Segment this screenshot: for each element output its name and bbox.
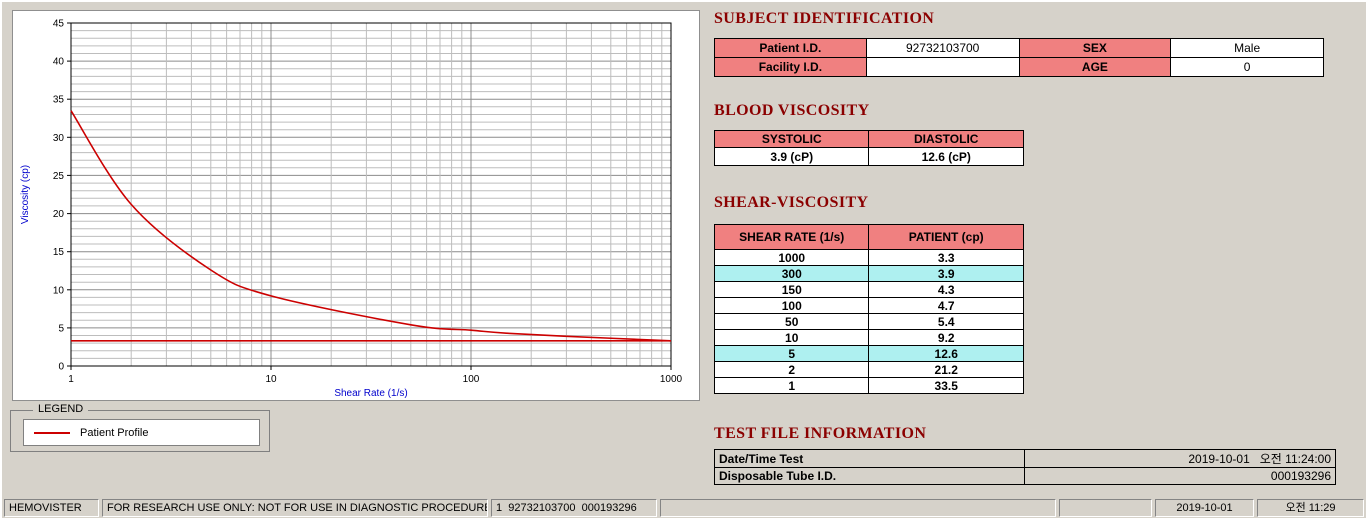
subject-label: AGE [1018,57,1172,77]
svg-text:1000: 1000 [660,374,683,385]
legend-entry-label: Patient Profile [80,426,149,439]
shear-viscosity-title: SHEAR-VISCOSITY [714,194,869,211]
shear-viscosity-row: 5 12.6 [713,345,1024,362]
legend-entry: Patient Profile [23,419,260,446]
shear-rate-cell: 5 [713,345,870,362]
shear-viscosity-chart: 0 5 10 15 20 25 30 35 40 45 1 10 100 1000 Shear Rate (… [20,19,683,400]
svg-text:5: 5 [58,323,64,334]
subject-value [865,57,1020,77]
shear-viscosity-row: 1000 3.3 [713,249,1024,266]
bv-value-systolic: 3.9 (cP) [713,147,870,166]
statusbar-status-time: 오전 11:29 [1257,498,1364,517]
shear-viscosity-row: 1 33.5 [713,377,1024,394]
patient-viscosity-cell: 21.2 [868,361,1024,378]
subject-label: SEX [1018,38,1172,58]
svg-text:25: 25 [53,171,65,182]
sv-header-patient: PATIENT (cp) [868,224,1024,250]
svg-text:15: 15 [53,247,65,258]
bv-value-diastolic: 12.6 (cP) [868,147,1024,166]
test-file-row: Date/Time Test 2019-10-01 오전 11:24:00 [714,449,1336,468]
patient-profile-line-sample [34,431,70,434]
shear-rate-cell: 150 [713,281,870,298]
svg-text:20: 20 [53,209,65,220]
info-panel: SUBJECT IDENTIFICATION Patient I.D. 92732… [713,2,1360,502]
svg-text:Viscosity (cp): Viscosity (cp) [20,165,31,224]
blood-viscosity-title: BLOOD VISCOSITY [714,102,870,119]
shear-rate-cell: 10 [713,329,870,346]
patient-viscosity-cell: 3.9 [868,265,1024,282]
sv-header-row: SHEAR RATE (1/s) PATIENT (cp) [713,224,1024,250]
shear-viscosity-table: SHEAR RATE (1/s) PATIENT (cp) 1000 3.3 300… [713,224,1024,394]
svg-text:0: 0 [58,362,64,373]
bv-header-row: SYSTOLIC DIASTOLIC [713,130,1024,148]
shear-viscosity-row: 100 4.7 [713,297,1024,314]
shear-rate-cell: 50 [713,313,870,330]
shear-rate-cell: 1 [713,377,870,394]
bv-header-diastolic: DIASTOLIC [868,130,1024,148]
subject-value: 0 [1170,57,1324,77]
statusbar-research-use-notice: FOR RESEARCH USE ONLY: NOT FOR USE IN DI… [102,498,488,517]
statusbar-record-info: 1 92732103700 000193296 [491,498,657,517]
svg-text:35: 35 [53,95,65,106]
shear-rate-cell: 100 [713,297,870,314]
statusbar-app-name: HEMOVISTER [4,498,99,517]
svg-text:Shear Rate (1/s): Shear Rate (1/s) [334,388,407,399]
shear-viscosity-row: 150 4.3 [713,281,1024,298]
subject-label: Patient I.D. [714,38,867,58]
statusbar-status-date: 2019-10-01 [1155,498,1254,517]
shear-rate-cell: 1000 [713,249,870,266]
subject-identification-title: SUBJECT IDENTIFICATION [714,10,935,27]
subject-row: Patient I.D. 92732103700 SEX Male [714,38,1324,58]
patient-viscosity-cell: 3.3 [868,249,1024,266]
shear-viscosity-row: 2 21.2 [713,361,1024,378]
bv-value-row: 3.9 (cP) 12.6 (cP) [713,147,1024,166]
viscosity-chart-panel: 0 5 10 15 20 25 30 35 40 45 1 10 100 1000 Shear Rate (… [12,10,700,401]
svg-text:45: 45 [53,19,65,30]
test-file-value: 2019-10-01 오전 11:24:00 [1024,449,1336,468]
status-bar: HEMOVISTER FOR RESEARCH USE ONLY: NOT FOR… [2,497,1366,518]
patient-viscosity-cell: 33.5 [868,377,1024,394]
bv-header-systolic: SYSTOLIC [713,130,870,148]
sv-header-shear-rate: SHEAR RATE (1/s) [713,224,870,250]
legend-group: LEGEND Patient Profile [10,403,270,452]
patient-viscosity-cell: 5.4 [868,313,1024,330]
shear-rate-cell: 300 [713,265,870,282]
svg-text:30: 30 [53,133,65,144]
patient-viscosity-cell: 12.6 [868,345,1024,362]
shear-viscosity-row: 10 9.2 [713,329,1024,346]
test-file-information-table: Date/Time Test 2019-10-01 오전 11:24:00 Disp… [714,449,1336,485]
svg-text:1: 1 [68,374,74,385]
svg-text:40: 40 [53,57,65,68]
patient-viscosity-cell: 4.7 [868,297,1024,314]
subject-row: Facility I.D. AGE 0 [714,57,1324,77]
test-file-information-title: TEST FILE INFORMATION [714,425,927,442]
test-file-value: 000193296 [1024,467,1336,485]
subject-identification-table: Patient I.D. 92732103700 SEX Male Facility I… [714,38,1324,77]
statusbar-status-spacer-1 [660,498,1056,517]
subject-value: Male [1170,38,1324,58]
svg-text:10: 10 [53,285,65,296]
subject-label: Facility I.D. [714,57,867,77]
blood-viscosity-table: SYSTOLIC DIASTOLIC 3.9 (cP) 12.6 (cP) [713,130,1024,166]
subject-value: 92732103700 [865,38,1020,58]
legend-title: LEGEND [33,403,89,415]
shear-rate-cell: 2 [713,361,870,378]
test-file-label: Disposable Tube I.D. [714,467,1025,485]
patient-viscosity-cell: 9.2 [868,329,1024,346]
svg-text:100: 100 [463,374,480,385]
shear-viscosity-row: 300 3.9 [713,265,1024,282]
svg-text:10: 10 [265,374,277,385]
test-file-label: Date/Time Test [714,449,1025,468]
test-file-row: Disposable Tube I.D. 000193296 [714,467,1336,485]
statusbar-status-spacer-2 [1059,498,1152,517]
shear-viscosity-row: 50 5.4 [713,313,1024,330]
patient-viscosity-cell: 4.3 [868,281,1024,298]
